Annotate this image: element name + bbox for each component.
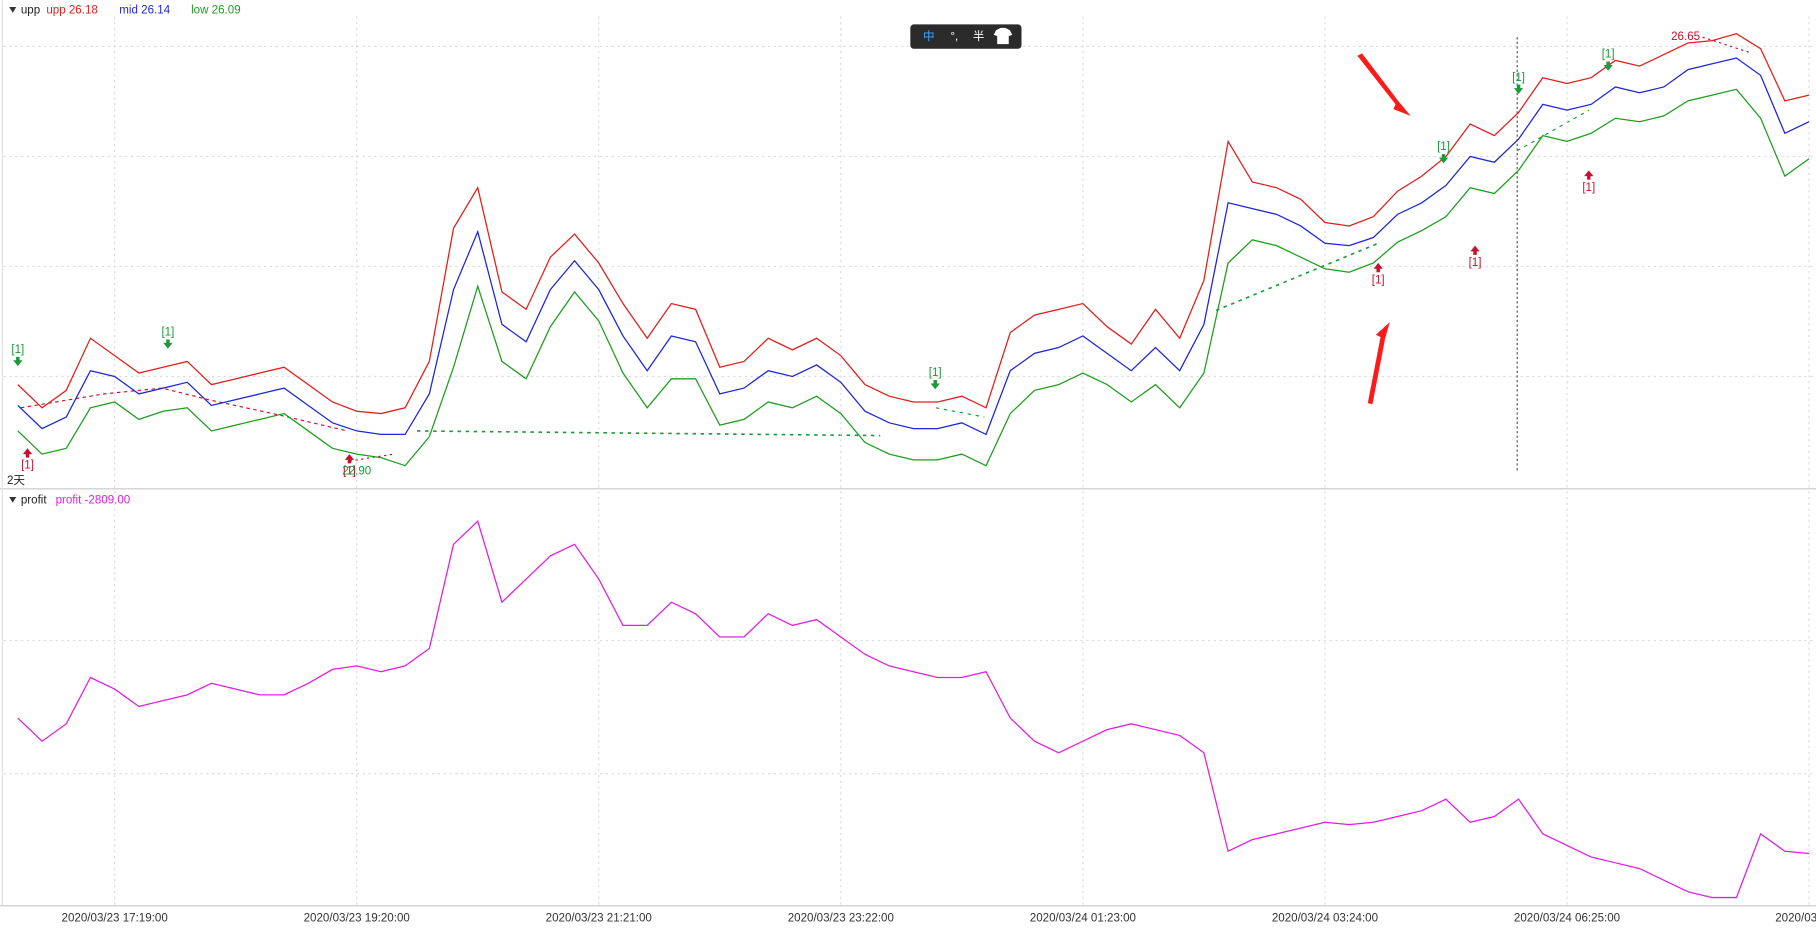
signal-label: [1] xyxy=(929,367,942,379)
legend-readout: profit -2809.00 xyxy=(56,494,131,506)
ime-mode[interactable]: 中 xyxy=(923,30,935,43)
signal-arrow xyxy=(1513,84,1524,94)
trade-link xyxy=(349,453,394,462)
ime-skin-icon[interactable] xyxy=(993,27,1013,45)
x-tick-label: 2020/03/23 17:19:00 xyxy=(62,913,168,925)
panel-title: upp xyxy=(21,5,40,17)
signal-arrow xyxy=(930,379,940,390)
signal-label: [1] xyxy=(1437,141,1450,153)
signal-label: [1] xyxy=(21,460,34,472)
trade-link xyxy=(935,407,985,418)
signal-label: [1] xyxy=(343,466,356,478)
series-line xyxy=(17,32,1810,415)
signal-arrow xyxy=(1438,154,1449,164)
signal-label: [1] xyxy=(11,344,24,356)
timeframe-label: 2天 xyxy=(7,475,25,487)
ime-width[interactable]: 半 xyxy=(973,29,985,43)
signal-label: [1] xyxy=(1512,72,1525,84)
signal-arrow xyxy=(163,339,173,349)
signal-arrow xyxy=(1584,170,1594,180)
x-tick-label: 2020/03/23 21:21:00 xyxy=(546,913,652,925)
signal-label: [1] xyxy=(161,327,174,339)
trade-link xyxy=(1702,36,1750,53)
collapse-icon[interactable] xyxy=(9,496,17,503)
ime-toolbar: 中 °, 半 xyxy=(910,24,1022,49)
signal-arrow xyxy=(22,448,33,458)
trade-link xyxy=(1215,242,1379,312)
legend-readout: mid 26.14 xyxy=(119,5,170,17)
x-tick-label: 2020/03/24 0 xyxy=(1775,913,1816,925)
annotation-arrow xyxy=(1367,322,1390,405)
legend-readout: upp 26.18 xyxy=(46,5,98,17)
ime-punct[interactable]: °, xyxy=(950,31,958,43)
x-tick-label: 2020/03/24 03:24:00 xyxy=(1272,913,1378,925)
series-line xyxy=(17,519,1810,899)
x-tick-label: 2020/03/23 19:20:00 xyxy=(304,913,410,925)
signal-label: [1] xyxy=(1582,182,1595,194)
signal-arrow xyxy=(1603,61,1613,71)
series-line xyxy=(17,57,1810,436)
price-annotation: 22.90 xyxy=(342,466,371,478)
ime-background xyxy=(910,24,1022,49)
signal-label: [1] xyxy=(1372,274,1385,286)
price-annotation: 26.65 xyxy=(1671,31,1700,43)
legend-readout: low 26.09 xyxy=(191,5,241,17)
signal-label: [1] xyxy=(1469,257,1482,269)
signal-arrow xyxy=(344,454,355,464)
trade-link xyxy=(1516,109,1590,152)
collapse-icon[interactable] xyxy=(9,7,17,13)
signal-arrow xyxy=(13,356,23,367)
signal-label: [1] xyxy=(1602,49,1615,61)
series-line xyxy=(17,88,1810,467)
annotation-arrow xyxy=(1357,53,1411,116)
x-tick-label: 2020/03/24 06:25:00 xyxy=(1514,913,1620,925)
signal-arrow xyxy=(1470,245,1480,255)
grid xyxy=(3,45,1816,775)
x-tick-label: 2020/03/23 23:22:00 xyxy=(788,913,894,925)
x-tick-label: 2020/03/24 01:23:00 xyxy=(1030,913,1136,925)
panel-title: profit xyxy=(21,494,48,506)
signal-arrow xyxy=(1373,263,1383,273)
